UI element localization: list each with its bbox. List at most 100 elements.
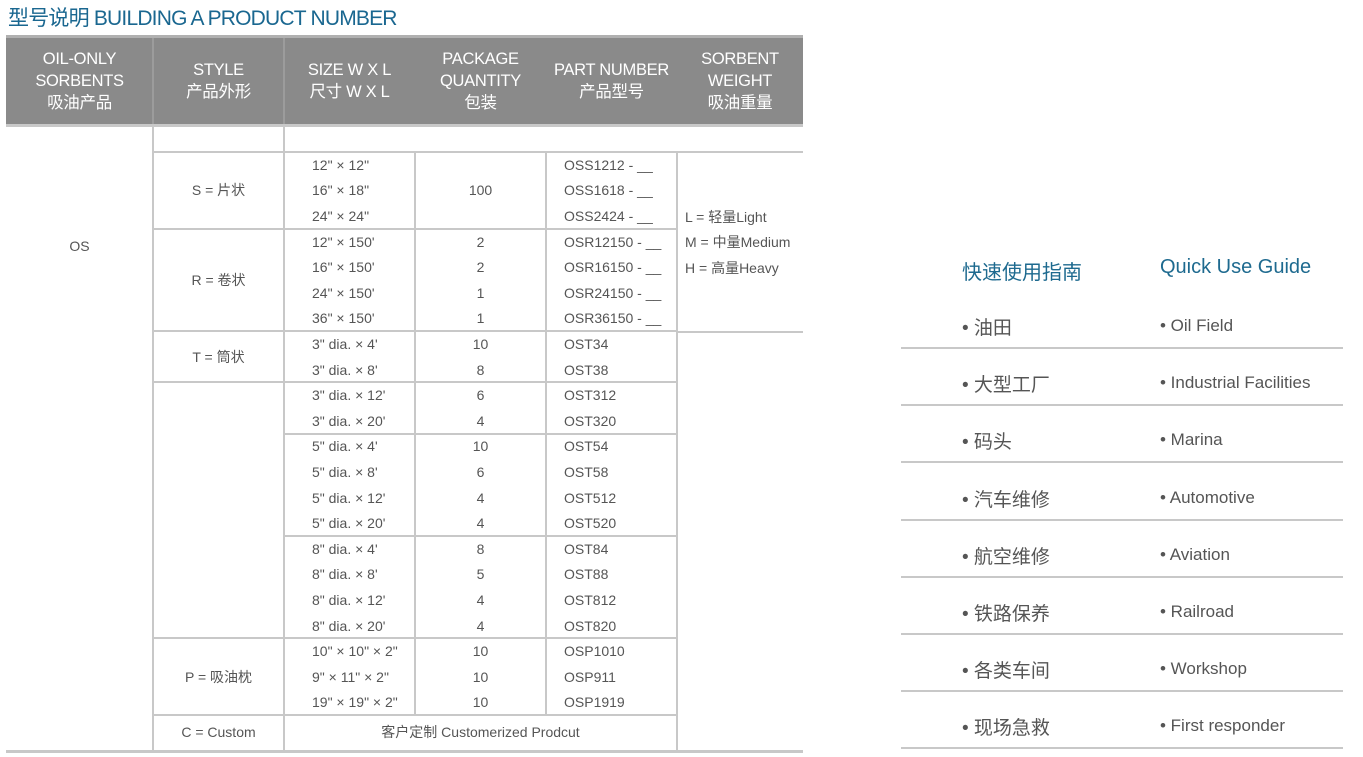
size-cell: 16" × 18" — [312, 182, 370, 199]
part-number-cell: OST88 — [564, 566, 609, 583]
size-cell: 5" dia. × 20' — [312, 515, 386, 532]
quantity-cell: 8 — [476, 540, 485, 557]
divider — [153, 714, 677, 717]
weight-cell: L = 轻量Light — [685, 208, 767, 225]
divider — [152, 38, 154, 124]
quantity-cell: 10 — [472, 335, 489, 352]
guide-item-en: • Automotive — [1160, 487, 1255, 507]
size-cell: 10" × 10" × 2" — [312, 643, 398, 660]
part-number-cell: OST312 — [564, 387, 617, 404]
divider — [153, 381, 284, 384]
guide-item-cn: • 汽车维修 — [962, 489, 1050, 511]
style-cell: P = 吸油枕 — [184, 668, 253, 685]
divider — [283, 38, 285, 124]
quantity-cell: 4 — [476, 617, 485, 634]
part-number-cell: OST58 — [564, 463, 609, 480]
part-number-cell: OST320 — [564, 412, 617, 429]
table-bottom-border — [6, 750, 803, 753]
size-cell: 8" dia. × 4' — [312, 540, 378, 557]
quantity-cell: 6 — [476, 463, 485, 480]
divider — [677, 331, 803, 333]
size-cell: 3" dia. × 12' — [312, 387, 386, 404]
size-cell: 12" × 150' — [312, 233, 375, 250]
part-number-cell: OSS2424 - __ — [564, 207, 653, 224]
divider — [901, 347, 1343, 349]
part-number-cell: OSS1212 - __ — [564, 156, 653, 173]
quantity-cell: 6 — [476, 387, 485, 404]
guide-item-en: • Workshop — [1160, 659, 1247, 679]
size-cell: 24" × 150' — [312, 284, 375, 301]
size-cell: 24" × 24" — [312, 207, 370, 224]
style-cell — [153, 382, 284, 638]
quantity-cell: 4 — [476, 489, 485, 506]
guide-item-cn: • 航空维修 — [962, 546, 1050, 568]
guide-item-en: • First responder — [1160, 716, 1285, 736]
size-cell: 5" dia. × 12' — [312, 489, 386, 506]
divider — [284, 637, 677, 640]
size-cell: 8" dia. × 20' — [312, 617, 386, 634]
guide-item-en: • Railroad — [1160, 602, 1234, 621]
quantity-cell — [415, 203, 546, 229]
divider — [284, 535, 677, 537]
divider — [901, 690, 1343, 693]
part-number-cell: OST512 — [564, 489, 617, 506]
part-number-cell: OSR12150 - __ — [564, 233, 662, 250]
style-cell: T = 筒状 — [192, 348, 245, 365]
quantity-cell: 5 — [476, 566, 485, 583]
header-cell: SORBENT WEIGHT 吸油重量 — [701, 50, 779, 112]
header-cell: SIZE W X L 尺寸 W X L — [307, 61, 392, 101]
quantity-cell: 10 — [472, 668, 489, 685]
part-number-cell: OSP1010 — [564, 643, 625, 660]
part-number-cell: OSS1618 - __ — [564, 182, 653, 199]
guide-title-cn: 快速使用指南 — [962, 262, 1082, 284]
divider — [284, 432, 677, 435]
quantity-cell: 1 — [476, 310, 485, 327]
quantity-cell — [415, 152, 546, 178]
size-cell: 3" dia. × 20' — [312, 412, 386, 429]
table-header: OIL-ONLY SORBENTS 吸油产品 STYLE 产品外形 SIZE W X… — [6, 35, 803, 127]
part-number-cell: OST34 — [564, 335, 609, 352]
size-cell: 5" dia. × 8' — [312, 463, 378, 480]
guide-item-cn: • 各类车间 — [962, 661, 1050, 683]
divider — [283, 126, 285, 751]
part-number-cell: OST520 — [564, 515, 617, 532]
guide-item-en: • Industrial Facilities — [1160, 373, 1311, 393]
quantity-cell: 10 — [472, 643, 489, 660]
part-number-cell: OST820 — [564, 617, 617, 634]
weight-cell: H = 高量Heavy — [685, 259, 779, 276]
divider — [284, 151, 677, 153]
quantity-cell: 4 — [476, 515, 485, 532]
quantity-cell: 100 — [468, 182, 493, 199]
divider — [901, 461, 1343, 464]
divider — [901, 575, 1343, 578]
divider — [901, 633, 1343, 635]
quantity-cell: 10 — [472, 694, 489, 711]
part-number-cell: OST812 — [564, 591, 617, 608]
weight-cell: M = 中量Medium — [685, 234, 791, 251]
custom-cell: 客户定制 Customerized Prodcut — [381, 724, 580, 741]
size-cell: 3" dia. × 8' — [312, 361, 378, 378]
quantity-cell: 4 — [476, 591, 485, 608]
divider — [901, 747, 1343, 750]
header-cell: PART NUMBER 产品型号 — [554, 61, 669, 101]
size-cell: 8" dia. × 8' — [312, 566, 378, 583]
divider — [901, 518, 1343, 521]
page-title: 型号说明 BUILDING A PRODUCT NUMBER — [8, 7, 397, 30]
guide-item-cn: • 大型工厂 — [962, 375, 1050, 397]
guide-item-cn: • 铁路保养 — [962, 604, 1050, 625]
part-number-cell: OST38 — [564, 361, 609, 378]
category-cell: OS — [69, 238, 90, 254]
header-cell: OIL-ONLY SORBENTS 吸油产品 — [35, 50, 124, 112]
guide-item-en: • Oil Field — [1160, 316, 1234, 335]
divider — [284, 330, 677, 333]
divider — [153, 637, 284, 640]
divider — [676, 152, 678, 750]
quantity-cell: 1 — [476, 284, 485, 301]
divider — [153, 227, 284, 230]
part-number-cell: OSR16150 - __ — [564, 259, 662, 276]
divider — [152, 126, 154, 751]
divider — [153, 151, 284, 153]
size-cell: 16" × 150' — [312, 259, 375, 276]
style-cell: S = 片状 — [191, 182, 246, 199]
part-number-cell: OSR36150 - __ — [564, 310, 662, 327]
